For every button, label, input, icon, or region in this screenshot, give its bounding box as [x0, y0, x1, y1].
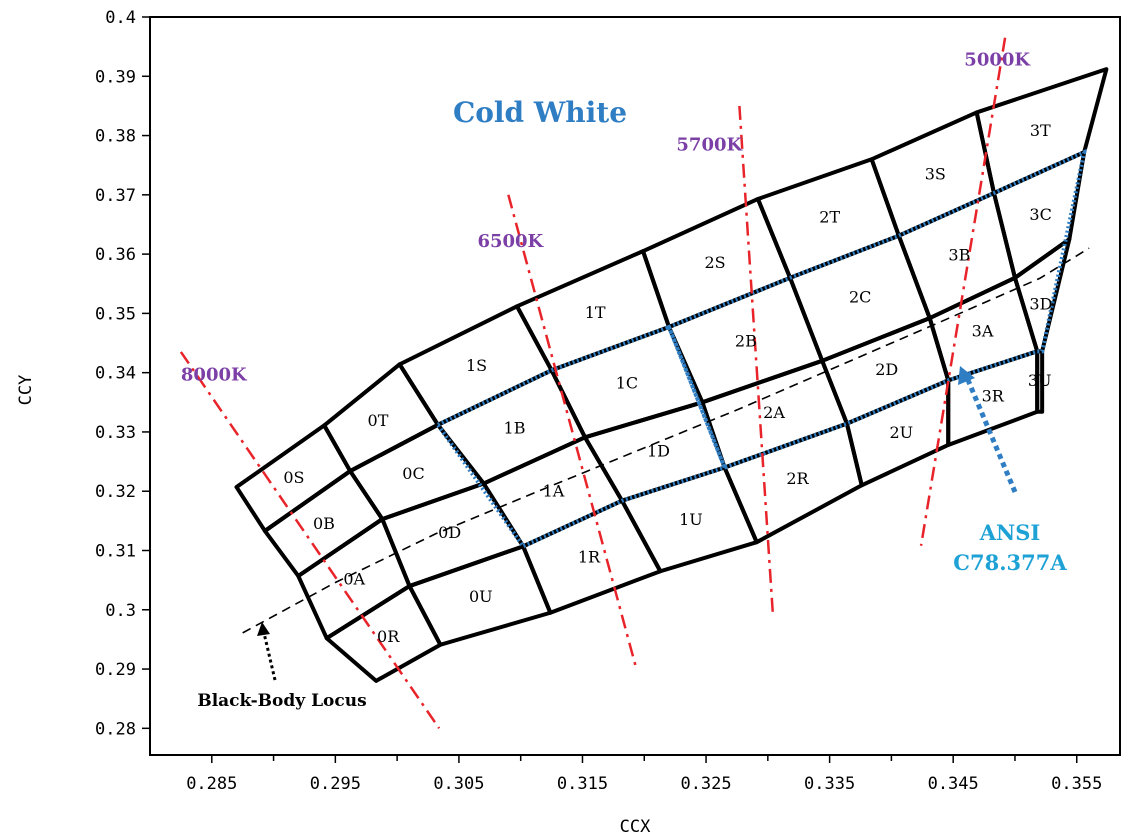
bin-label-3R: 3R — [982, 387, 1005, 406]
bin-label-2B: 2B — [735, 331, 757, 350]
black-body-locus — [242, 247, 1090, 634]
y-tick-label: 0.35 — [95, 304, 136, 324]
ansi-arrow — [965, 379, 1018, 493]
locus-arrow — [262, 632, 277, 681]
y-axis-title: CCY — [16, 375, 36, 406]
bin-labels: 0S 0T 1S 1T 2S 2T 3S 3T 0B 0C 1B 1C 2B 2C 3B 3C 0A 0D 1A 1D… — [283, 121, 1052, 646]
ansi-quadrangles — [434, 148, 1087, 549]
bin-label-2A: 2A — [763, 403, 785, 422]
x-tick-label: 0.285 — [186, 774, 237, 794]
black-body-locus-line — [242, 247, 1090, 634]
bin-label-3T: 3T — [1030, 121, 1051, 140]
cct-label-6500K: 6500K — [477, 231, 544, 252]
bin-label-0C: 0C — [402, 464, 424, 483]
cold-white-label: Cold White — [453, 96, 627, 129]
cct-label-8000K: 8000K — [181, 364, 248, 385]
y-tick-label: 0.38 — [95, 127, 136, 147]
bin-label-1B: 1B — [504, 418, 526, 437]
ansi-arrow-head — [958, 366, 975, 385]
bin-grid — [234, 67, 1109, 683]
x-tick-label: 0.325 — [680, 774, 731, 794]
y-tick-label: 0.28 — [95, 719, 136, 739]
bin-label-0R: 0R — [377, 627, 400, 646]
bin-cell-3U — [1035, 349, 1045, 414]
plot-frame — [149, 16, 1121, 756]
bin-label-2U: 2U — [889, 423, 913, 442]
bin-label-0A: 0A — [343, 569, 365, 588]
bin-label-1T: 1T — [585, 303, 606, 322]
cct-label-5000K: 5000K — [964, 50, 1031, 71]
y-tick-label: 0.29 — [95, 660, 136, 680]
x-axis-title: CCX — [620, 817, 651, 837]
x-tick-label: 0.345 — [928, 774, 979, 794]
cct-lines: 8000K 6500K 5700K 5000K — [179, 37, 1031, 730]
ansi-quadrangle — [434, 324, 728, 549]
bin-label-1A: 1A — [543, 481, 565, 500]
x-tick-label: 0.335 — [804, 774, 855, 794]
x-tick-label: 0.355 — [1051, 774, 1102, 794]
x-tick-label: 0.305 — [433, 774, 484, 794]
axes: 0.28 0.29 0.3 0.31 0.32 0.33 0.34 0.35 0.36 0.37 0… — [16, 8, 1121, 837]
x-tick-label: 0.295 — [310, 774, 361, 794]
bin-label-2T: 2T — [819, 207, 840, 226]
y-tick-label: 0.37 — [95, 186, 136, 206]
cct-label-5700K: 5700K — [676, 134, 743, 155]
ansi-label-line2: C78.377A — [953, 550, 1067, 575]
y-tick-label: 0.3 — [105, 601, 136, 621]
bin-label-1C: 1C — [616, 374, 638, 393]
y-tick-label: 0.31 — [95, 541, 136, 561]
y-tick-label: 0.32 — [95, 482, 136, 502]
bin-label-0B: 0B — [313, 514, 335, 533]
x-tick-label: 0.315 — [557, 774, 608, 794]
bin-label-2R: 2R — [786, 469, 809, 488]
ansi-label-line1: ANSI — [979, 520, 1040, 545]
y-tick-label: 0.33 — [95, 423, 136, 443]
ansi-quadrangle — [666, 148, 1087, 471]
bin-label-3B: 3B — [948, 246, 970, 265]
bin-label-3A: 3A — [972, 321, 994, 340]
y-tick-label: 0.4 — [105, 8, 136, 28]
annotations: Cold White ANSI C78.377A Black-Body Locu… — [197, 96, 1067, 711]
cct-line-8000K — [179, 351, 441, 730]
bin-label-1S: 1S — [466, 356, 487, 375]
bin-label-3U: 3U — [1028, 371, 1052, 390]
bin-label-1D: 1D — [647, 441, 670, 460]
bin-label-3D: 3D — [1029, 294, 1052, 313]
cct-line-6500K — [507, 194, 637, 667]
bin-label-1R: 1R — [578, 547, 601, 566]
bin-label-3S: 3S — [925, 165, 946, 184]
cct-line-5700K — [738, 105, 775, 613]
bin-label-0T: 0T — [368, 411, 389, 430]
bin-label-2S: 2S — [704, 253, 725, 272]
locus-arrow-head — [257, 622, 270, 636]
bin-label-0U: 0U — [469, 587, 493, 606]
bin-label-0S: 0S — [283, 468, 304, 487]
bin-label-2D: 2D — [875, 360, 898, 379]
bin-label-0D: 0D — [438, 523, 461, 542]
cct-line-5000K — [919, 37, 1007, 546]
bin-label-2C: 2C — [849, 288, 871, 307]
bin-label-1U: 1U — [679, 510, 703, 529]
y-tick-label: 0.39 — [95, 67, 136, 87]
y-tick-label: 0.34 — [95, 364, 136, 384]
black-body-locus-label: Black-Body Locus — [197, 691, 366, 711]
bin-label-3C: 3C — [1029, 205, 1051, 224]
y-tick-label: 0.36 — [95, 245, 136, 265]
